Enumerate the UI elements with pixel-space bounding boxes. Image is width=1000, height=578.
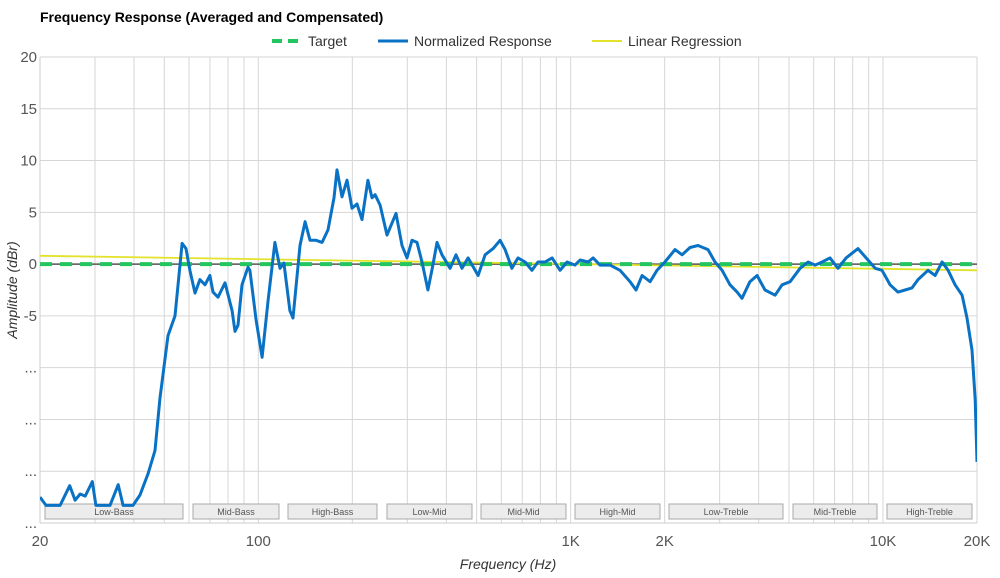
y-tick-label: ...	[24, 463, 37, 480]
band-label: Mid-Bass	[217, 507, 255, 517]
x-tick-label: 20K	[964, 533, 991, 550]
x-axis-label: Frequency (Hz)	[460, 556, 556, 572]
x-tick-label: 20	[32, 533, 49, 550]
legend-label: Target	[308, 33, 347, 49]
y-tick-label: 5	[29, 204, 37, 221]
y-tick-label: ...	[24, 360, 37, 377]
x-tick-label: 10K	[870, 533, 897, 550]
band-box	[287, 503, 378, 520]
y-tick-label: 15	[20, 101, 37, 118]
band-label: Low-Mid	[412, 507, 446, 517]
band-label: Low-Treble	[704, 507, 749, 517]
band-box	[192, 503, 280, 520]
band-label: Low-Bass	[94, 507, 134, 517]
y-axis-label: Amplitude (dBr)	[4, 241, 20, 339]
x-tick-label: 1K	[561, 533, 579, 550]
frequency-bands: Low-Bass Mid-Bass High-Bass Low-Mid Mid-Mid H…	[44, 503, 973, 520]
tick-labels: 20 100 1K 2K 10K 20K 20 15 10 5 0 -5............	[20, 49, 990, 550]
series-normalized-response	[40, 168, 977, 507]
band-label: Mid-Treble	[814, 507, 857, 517]
band-box	[480, 503, 567, 520]
y-tick-label: 10	[20, 153, 37, 170]
band-box	[44, 503, 184, 520]
legend-label: Normalized Response	[414, 33, 552, 49]
band-label: High-Treble	[906, 507, 953, 517]
x-tick-label: 100	[246, 533, 271, 550]
grid	[39, 56, 978, 524]
y-tick-label: ...	[24, 515, 37, 532]
chart-title: Frequency Response (Averaged and Compens…	[40, 9, 383, 25]
band-box	[386, 503, 473, 520]
legend-label: Linear Regression	[628, 33, 742, 49]
band-label: Mid-Mid	[507, 507, 539, 517]
y-tick-label: ...	[24, 411, 37, 428]
band-box	[574, 503, 661, 520]
legend: Target Normalized Response Linear Regressi…	[272, 33, 742, 49]
band-box	[886, 503, 973, 520]
band-label: High-Bass	[312, 507, 354, 517]
band-label: High-Mid	[599, 507, 635, 517]
band-box	[668, 503, 784, 520]
band-box	[792, 503, 878, 520]
y-tick-label: 20	[20, 49, 37, 66]
x-tick-label: 2K	[655, 533, 673, 550]
series-group	[40, 168, 977, 507]
y-tick-label: 0	[29, 256, 37, 273]
y-tick-label: -5	[24, 308, 37, 325]
